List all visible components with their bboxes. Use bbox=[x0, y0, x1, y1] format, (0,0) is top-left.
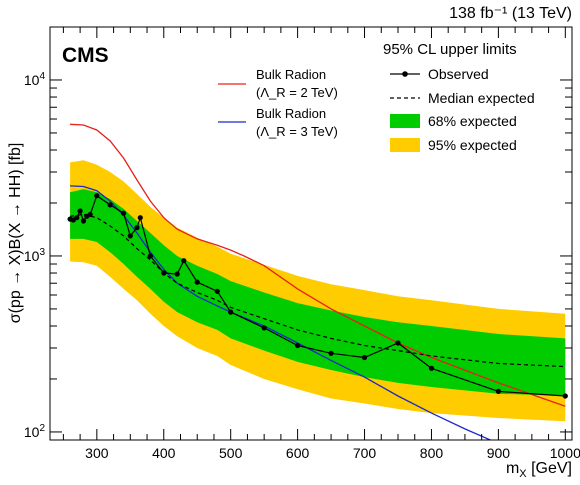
luminosity-label: 138 fb⁻¹ (13 TeV) bbox=[449, 5, 572, 22]
observed-point bbox=[562, 393, 568, 399]
cms-label: CMS bbox=[62, 44, 109, 67]
radion-2tev-curve bbox=[70, 123, 566, 407]
ticks-layer: 300 400 500 600 700 800 900 1000 102 103 104 bbox=[24, 26, 580, 461]
observed-point bbox=[161, 270, 167, 276]
band-68-expected bbox=[70, 189, 566, 396]
observed-point bbox=[361, 354, 368, 361]
observed-point bbox=[121, 210, 127, 216]
observed-point bbox=[495, 388, 501, 394]
y-tick-label: 102 bbox=[24, 423, 46, 440]
observed-point bbox=[74, 215, 80, 221]
observed-point bbox=[261, 325, 267, 331]
observed-curve bbox=[69, 194, 566, 397]
median-expected-curve bbox=[70, 213, 566, 368]
observed-point bbox=[147, 253, 153, 259]
x-tick-label: 1000 bbox=[550, 445, 580, 461]
observed-point bbox=[174, 271, 180, 277]
y-axis-label: σ(pp → X)B(X → HH) [fb] bbox=[7, 143, 24, 324]
observed-point bbox=[395, 340, 401, 346]
observed-point bbox=[80, 218, 87, 224]
observed-point bbox=[137, 215, 143, 221]
x-tick-label: 700 bbox=[353, 445, 377, 461]
observed-point bbox=[214, 288, 220, 294]
x-axis-label: mX [GeV] bbox=[506, 460, 572, 480]
observed-point bbox=[94, 193, 100, 199]
legend-radion-3tev-line2: (Λ_R = 3 TeV) bbox=[256, 124, 338, 139]
observed-point bbox=[134, 225, 140, 231]
legend-limits: 95% CL upper limits Observed Median expe… bbox=[383, 41, 535, 153]
markers-layer bbox=[67, 193, 568, 399]
observed-point bbox=[228, 309, 234, 315]
legend-68-swatch bbox=[390, 114, 420, 128]
observed-point bbox=[328, 350, 334, 356]
legend-68-label: 68% expected bbox=[428, 113, 517, 129]
curves-layer bbox=[69, 123, 566, 440]
x-tick-label: 900 bbox=[487, 445, 511, 461]
legend-radion: Bulk Radion (Λ_R = 2 TeV) Bulk Radion (Λ… bbox=[218, 67, 338, 139]
legend-95-swatch bbox=[390, 138, 420, 152]
legend-radion-3tev-line1: Bulk Radion bbox=[256, 106, 326, 121]
legend-median-label: Median expected bbox=[428, 90, 535, 106]
legend-95-label: 95% expected bbox=[428, 137, 517, 153]
y-tick-label: 103 bbox=[24, 247, 46, 264]
observed-point bbox=[181, 258, 187, 264]
plot-frame bbox=[49, 26, 573, 441]
x-tick-label: 300 bbox=[85, 445, 109, 461]
x-tick-label: 500 bbox=[219, 445, 243, 461]
bands-layer bbox=[70, 160, 566, 422]
observed-point bbox=[87, 211, 93, 218]
x-tick-label: 600 bbox=[286, 445, 310, 461]
observed-point bbox=[107, 202, 113, 208]
radion-3tev-curve bbox=[70, 185, 492, 440]
observed-point bbox=[77, 208, 83, 214]
x-tick-label: 400 bbox=[152, 445, 176, 461]
observed-point bbox=[295, 342, 301, 349]
x-tick-label: 800 bbox=[420, 445, 444, 461]
observed-point bbox=[428, 365, 435, 371]
legend-radion-2tev-line1: Bulk Radion bbox=[256, 67, 326, 82]
legend-title: 95% CL upper limits bbox=[383, 41, 517, 58]
legend-observed-label: Observed bbox=[428, 66, 489, 82]
legend-radion-2tev-line2: (Λ_R = 2 TeV) bbox=[256, 85, 338, 100]
observed-point bbox=[127, 233, 133, 239]
observed-point bbox=[194, 279, 200, 285]
legend-observed-marker bbox=[402, 71, 408, 77]
y-tick-label: 104 bbox=[24, 71, 46, 88]
